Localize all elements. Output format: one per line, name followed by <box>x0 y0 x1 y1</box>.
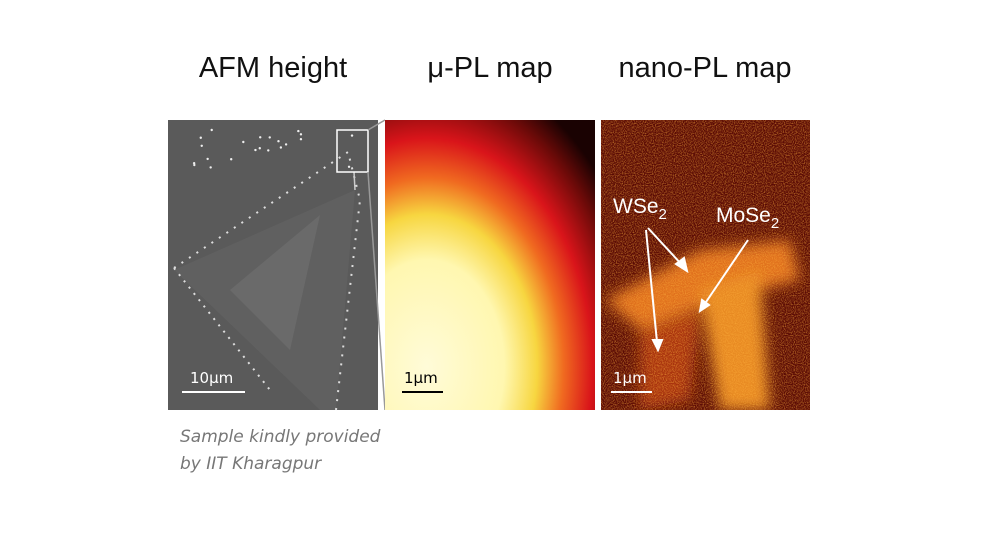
annotation: MoSe2 <box>716 204 779 232</box>
particle <box>284 143 288 146</box>
zoom-line <box>367 119 386 131</box>
particle <box>209 166 212 169</box>
caption: by IIT Kharagpur <box>180 454 322 474</box>
particle <box>200 144 203 147</box>
particle <box>268 136 271 139</box>
particle <box>299 138 303 141</box>
particle <box>350 134 354 137</box>
annotation-subscript: 2 <box>771 215 779 232</box>
particle <box>193 163 196 167</box>
particle <box>210 128 213 132</box>
particle <box>229 158 233 161</box>
pl-image: 1μm <box>385 120 595 410</box>
particle <box>258 147 261 150</box>
particle <box>192 161 196 165</box>
particle <box>279 146 283 149</box>
particle <box>206 157 209 161</box>
scale-bar-label: 10μm <box>190 369 233 387</box>
particle <box>242 140 245 144</box>
panel-title: AFM height <box>199 52 347 84</box>
particle <box>259 136 262 139</box>
afm-image: 10μm <box>168 120 378 411</box>
particle <box>347 165 351 168</box>
nano-pl-image: 1μm WSe2 MoSe2 <box>601 120 810 410</box>
panel-title: μ-PL map <box>427 52 552 84</box>
particle <box>297 129 300 133</box>
particle <box>254 148 257 152</box>
caption: Sample kindly provided <box>180 427 381 447</box>
annotation-text: WSe <box>613 195 659 218</box>
particle <box>299 133 303 136</box>
panel-title: nano-PL map <box>618 52 791 84</box>
particle <box>199 136 202 139</box>
scale-bar-label: 1μm <box>404 369 438 387</box>
scale-bar-label: 1μm <box>613 369 647 387</box>
zoom-line <box>367 171 386 411</box>
annotation: WSe2 <box>613 195 667 223</box>
particle <box>277 140 280 143</box>
annotation-subscript: 2 <box>659 206 667 223</box>
particle <box>267 149 270 152</box>
annotation-text: MoSe <box>716 204 771 227</box>
